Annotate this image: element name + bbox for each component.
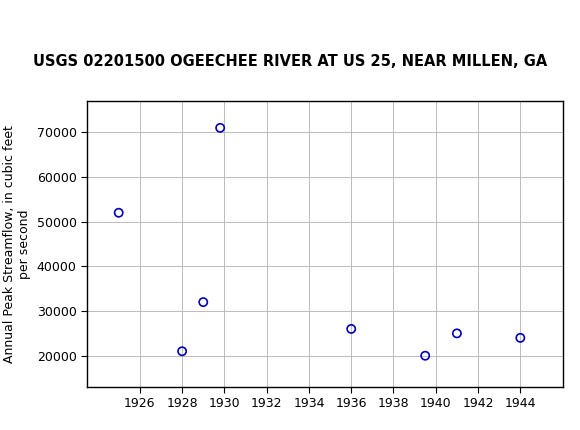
Point [420, 352, 430, 359]
Text: ≋: ≋ [1, 9, 16, 27]
Point [114, 209, 124, 216]
Point [347, 326, 356, 332]
Point [177, 348, 187, 355]
Point [216, 124, 225, 131]
Point [452, 330, 462, 337]
Point [198, 299, 208, 306]
Text: USGS: USGS [3, 9, 58, 27]
Point [516, 335, 525, 341]
Y-axis label: Annual Peak Streamflow, in cubic feet
per second: Annual Peak Streamflow, in cubic feet pe… [3, 125, 31, 363]
Text: USGS 02201500 OGEECHEE RIVER AT US 25, NEAR MILLEN, GA: USGS 02201500 OGEECHEE RIVER AT US 25, N… [33, 54, 547, 69]
